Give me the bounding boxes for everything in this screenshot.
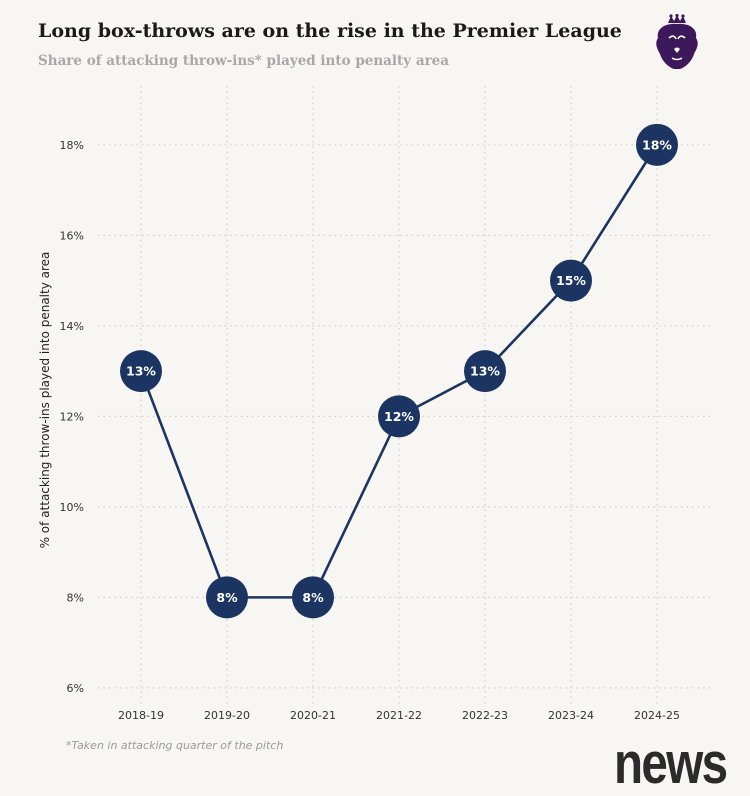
data-point [636,123,678,166]
y-tick-label: 12% [60,410,84,423]
y-tick-label: 6% [67,682,84,695]
x-tick-label: 2019-20 [204,709,250,722]
data-label: 12% [384,409,414,424]
data-point [550,259,592,302]
data-points: 13% 8% 8% 12% 13% 15% 18% [120,123,678,619]
x-tick-label: 2018-19 [118,709,164,722]
chart-subtitle: Share of attacking throw-ins* played int… [38,53,450,69]
y-tick-label: 8% [67,591,84,604]
data-point [378,395,420,438]
y-axis-ticks: 6% 8% 10% 12% 14% 16% 18% [60,139,84,695]
y-tick-label: 16% [60,229,84,242]
data-label: 13% [470,364,500,379]
x-tick-label: 2022-23 [462,709,508,722]
footnote: *Taken in attacking quarter of the pitch [66,739,284,752]
y-tick-label: 10% [60,501,84,514]
chart-title: Long box-throws are on the rise in the P… [38,20,622,42]
watermark-logo: news [614,731,728,796]
premier-league-lion-icon [656,14,698,69]
grid [98,86,712,706]
y-axis-label: % of attacking throw-ins played into pen… [38,252,52,549]
data-point [464,350,506,393]
y-tick-label: 18% [60,139,84,152]
data-point [120,350,162,393]
x-tick-label: 2021-22 [376,709,422,722]
x-tick-label: 2024-25 [634,709,680,722]
data-label: 13% [126,364,156,379]
data-label: 18% [642,137,672,152]
data-point [206,576,248,619]
x-axis-ticks: 2018-19 2019-20 2020-21 2021-22 2022-23 2023-… [118,709,680,722]
data-point [292,576,334,619]
data-label: 8% [302,590,324,605]
y-tick-label: 14% [60,320,84,333]
x-tick-label: 2020-21 [290,709,336,722]
data-label: 15% [556,273,586,288]
x-tick-label: 2023-24 [548,709,594,722]
data-label: 8% [216,590,238,605]
